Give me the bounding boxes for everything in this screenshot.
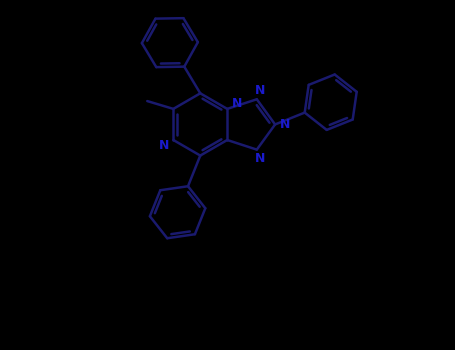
Text: N: N [255, 152, 265, 165]
Text: N: N [255, 84, 265, 97]
Text: N: N [232, 97, 242, 110]
Text: N: N [159, 139, 169, 152]
Text: N: N [280, 118, 290, 131]
